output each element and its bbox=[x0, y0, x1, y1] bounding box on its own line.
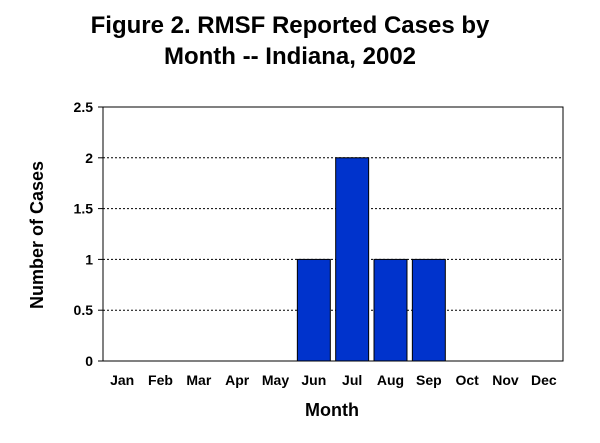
bar-aug bbox=[373, 258, 408, 362]
x-tick-label-mar: Mar bbox=[186, 372, 211, 388]
y-axis-title: Number of Cases bbox=[27, 161, 47, 309]
x-tick-label-nov: Nov bbox=[492, 372, 519, 388]
chart-title-line-1: Figure 2. RMSF Reported Cases by bbox=[91, 12, 490, 39]
chart-title-line-2: Month -- Indiana, 2002 bbox=[164, 43, 416, 70]
x-tick-label-may: May bbox=[262, 372, 289, 388]
bar-sep bbox=[411, 258, 446, 362]
y-tick-label-5: 2.5 bbox=[74, 99, 94, 115]
y-tick-label-2: 1 bbox=[85, 251, 93, 267]
x-tick-label-jan: Jan bbox=[110, 372, 134, 388]
bar-jun bbox=[296, 258, 331, 362]
y-tick-label-3: 1.5 bbox=[74, 201, 94, 217]
x-tick-label-jun: Jun bbox=[301, 372, 326, 388]
x-tick-label-aug: Aug bbox=[377, 372, 404, 388]
x-tick-label-dec: Dec bbox=[531, 372, 557, 388]
plot-frame bbox=[98, 106, 564, 362]
x-tick-label-oct: Oct bbox=[455, 372, 479, 388]
x-tick-labels: Jan Feb Mar Apr May Jun Jul Aug Sep Oct Nov Dec bbox=[110, 372, 557, 388]
x-tick-label-feb: Feb bbox=[148, 372, 173, 388]
x-tick-label-apr: Apr bbox=[225, 372, 250, 388]
x-axis-title: Month bbox=[305, 400, 359, 420]
plot-area-border bbox=[102, 106, 564, 362]
y-tick-label-1: 0.5 bbox=[74, 302, 94, 318]
x-tick-label-jul: Jul bbox=[342, 372, 362, 388]
gridlines bbox=[103, 157, 563, 311]
x-tick-label-sep: Sep bbox=[416, 372, 442, 388]
y-tick-label-4: 2 bbox=[85, 150, 93, 166]
y-tick-label-0: 0 bbox=[85, 353, 93, 369]
y-tick-labels: 0 0.5 1 1.5 2 2.5 bbox=[74, 99, 94, 369]
bar-jul bbox=[335, 157, 370, 362]
